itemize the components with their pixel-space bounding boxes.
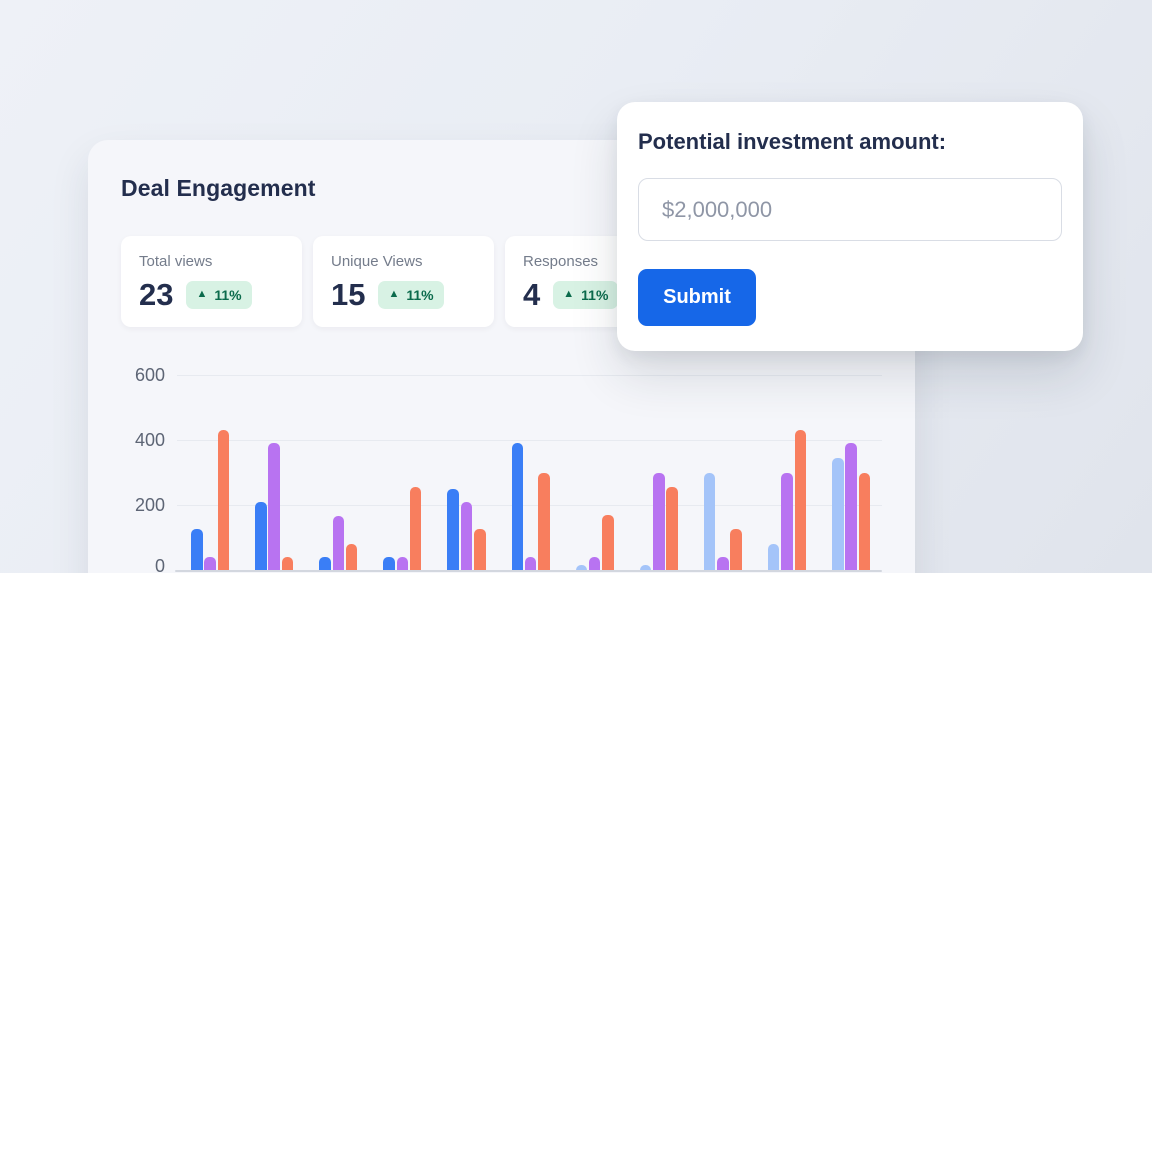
bar-series-purple-group6 [524, 557, 537, 570]
y-tick-label-200: 200 [134, 495, 165, 515]
bar-series-purple-group7 [588, 557, 601, 570]
bar-series-orange-group10 [794, 430, 806, 570]
bar-series-purple-group8 [653, 472, 665, 570]
bar-series-purple-group9 [717, 557, 729, 570]
deal-card-title: Deal Engagement [121, 175, 316, 201]
stat-value: 23 [139, 277, 174, 312]
bar-series-blue-group9 [703, 472, 716, 570]
trend-change: 11% [214, 286, 242, 303]
bar-series-purple-group11 [845, 443, 857, 570]
submit-button[interactable]: Submit [638, 269, 756, 326]
bar-series-purple-group10 [781, 472, 793, 570]
bar-series-blue-group8 [639, 565, 652, 570]
bar-series-orange-group7 [602, 514, 614, 570]
trend-up-icon: ▲ [388, 288, 400, 300]
bar-series-blue-group2 [255, 501, 267, 570]
gridline-600 [177, 375, 882, 376]
bar-series-blue-group5 [447, 488, 459, 570]
bar-series-purple-group2 [268, 443, 280, 570]
investment-modal: Potential investment amount: Submit [617, 102, 1083, 351]
stat-label: Unique Views [331, 253, 423, 270]
investment-amount-input[interactable] [638, 178, 1062, 241]
stats-row: Total views 23 ▲ 11% Unique Views 15 ▲ 11%… [121, 236, 686, 327]
bar-series-orange-group5 [474, 529, 486, 570]
bar-series-blue-group7 [575, 565, 588, 570]
trend-badge: ▲ 11% [186, 280, 252, 309]
gridline-200 [177, 505, 882, 506]
bar-series-orange-group9 [730, 529, 742, 570]
stat-label: Responses [523, 253, 599, 270]
bar-chart: 0 200 400 600 [88, 360, 915, 573]
stat-card-total-views: Total views 23 ▲ 11% [121, 236, 302, 327]
gridline-400 [177, 440, 882, 441]
bar-series-orange-group4 [409, 487, 422, 570]
bar-series-orange-group1 [217, 430, 230, 570]
bar-series-purple-group5 [460, 501, 473, 570]
trend-change: 11% [581, 286, 609, 303]
stat-value: 4 [523, 277, 541, 312]
x-axis-line [175, 570, 882, 572]
trend-change: 11% [406, 286, 434, 303]
bar-series-purple-group4 [396, 557, 409, 570]
bar-series-blue-group10 [767, 544, 780, 570]
stat-card-unique-views: Unique Views 15 ▲ 11% [313, 236, 494, 327]
trend-badge: ▲ 11% [553, 280, 619, 309]
modal-title: Potential investment amount: [638, 129, 947, 154]
y-tick-label-600: 600 [134, 365, 165, 385]
bar-series-orange-group2 [281, 557, 294, 570]
trend-up-icon: ▲ [196, 288, 208, 300]
bar-series-orange-group11 [858, 472, 871, 570]
bar-series-orange-group6 [538, 472, 550, 570]
bar-series-blue-group11 [832, 457, 844, 570]
bar-series-blue-group3 [319, 557, 331, 570]
bar-series-blue-group4 [383, 557, 395, 570]
trend-up-icon: ▲ [563, 288, 575, 300]
stat-value: 15 [331, 277, 366, 312]
bar-series-purple-group3 [332, 516, 344, 570]
bar-series-blue-group6 [511, 443, 523, 570]
bar-series-purple-group1 [204, 557, 216, 570]
bar-series-orange-group3 [345, 544, 358, 570]
stat-label: Total views [139, 253, 213, 270]
bar-series-blue-group1 [191, 529, 203, 570]
y-tick-label-400: 400 [134, 430, 165, 450]
page-background: Deal Engagement Total views 23 ▲ 11% Uniq… [0, 0, 1152, 573]
trend-badge: ▲ 11% [378, 280, 444, 309]
y-tick-label-0: 0 [154, 556, 165, 573]
bar-series-orange-group8 [666, 487, 678, 570]
